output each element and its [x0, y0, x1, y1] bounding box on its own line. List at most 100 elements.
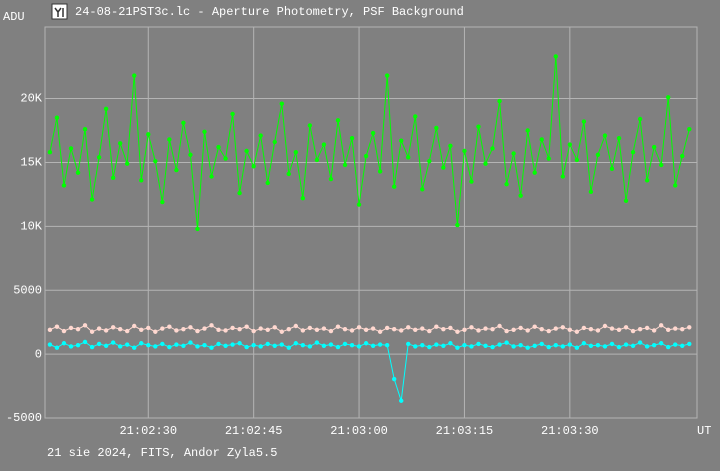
data-point	[181, 120, 186, 126]
data-point	[504, 340, 509, 345]
data-point	[532, 324, 537, 329]
data-point	[687, 325, 692, 330]
data-point	[469, 325, 474, 330]
data-point	[680, 326, 685, 332]
data-point	[455, 345, 460, 350]
data-point	[61, 183, 67, 188]
data-point	[258, 344, 263, 349]
data-point	[188, 325, 193, 330]
data-point	[195, 226, 200, 232]
data-point	[680, 153, 685, 159]
data-point	[96, 341, 102, 347]
data-point	[462, 327, 467, 333]
data-point	[61, 328, 67, 334]
data-point	[616, 135, 622, 141]
data-point	[314, 340, 320, 345]
data-point	[399, 138, 404, 143]
data-point	[160, 341, 165, 347]
data-point	[483, 326, 488, 331]
data-point	[525, 345, 530, 350]
data-point	[673, 342, 678, 347]
data-point	[609, 326, 615, 331]
data-point	[363, 341, 369, 346]
data-point	[244, 148, 249, 154]
data-point	[188, 152, 193, 157]
data-point	[279, 101, 284, 106]
data-point	[497, 342, 502, 347]
data-point	[293, 341, 299, 346]
data-point	[588, 326, 594, 332]
data-point	[567, 342, 573, 347]
data-point	[68, 325, 74, 331]
data-point	[539, 137, 544, 142]
data-point	[553, 342, 558, 348]
data-point	[132, 73, 137, 78]
data-point	[546, 156, 551, 161]
y-tick-label: 0	[35, 347, 42, 361]
data-point	[181, 326, 186, 332]
data-point	[518, 193, 523, 198]
data-point	[82, 127, 88, 132]
data-point	[595, 328, 601, 333]
data-point	[230, 342, 235, 347]
data-point	[139, 341, 144, 346]
data-point	[103, 328, 109, 333]
data-point	[420, 187, 425, 192]
data-point	[47, 150, 53, 155]
data-point	[595, 152, 601, 157]
data-point	[630, 150, 636, 155]
data-point	[370, 130, 376, 136]
data-point	[525, 328, 530, 333]
data-point	[117, 344, 123, 349]
x-tick-label: 21:02:45	[225, 424, 283, 438]
data-point	[490, 326, 495, 332]
data-point	[420, 326, 425, 331]
data-point	[581, 119, 587, 124]
data-point	[139, 327, 144, 333]
data-point	[532, 170, 537, 175]
data-point	[462, 342, 467, 348]
data-point	[356, 344, 362, 349]
data-point	[125, 342, 130, 347]
data-point	[146, 132, 151, 137]
data-point	[160, 326, 165, 331]
data-point	[188, 340, 193, 345]
x-tick-label: 21:03:30	[541, 424, 599, 438]
data-point	[89, 197, 95, 202]
data-point	[581, 325, 587, 331]
data-point	[687, 127, 692, 132]
data-point	[567, 327, 573, 333]
data-point	[209, 345, 214, 350]
data-point	[363, 153, 369, 159]
data-point	[223, 156, 228, 161]
data-point	[391, 326, 397, 332]
data-point	[497, 98, 502, 104]
data-point	[230, 111, 235, 117]
data-point	[434, 125, 439, 131]
data-point	[637, 340, 643, 345]
data-point	[413, 114, 418, 119]
data-point	[307, 123, 313, 128]
data-point	[658, 162, 664, 168]
data-point	[300, 196, 306, 201]
data-point	[637, 326, 643, 332]
data-point	[202, 129, 207, 134]
data-point	[68, 146, 74, 151]
data-point	[420, 342, 425, 348]
data-point	[272, 325, 277, 330]
data-point	[244, 344, 249, 350]
data-point	[406, 341, 411, 347]
data-point	[644, 325, 650, 331]
data-point	[490, 146, 495, 151]
data-point	[623, 325, 629, 330]
data-point	[377, 329, 383, 334]
data-point	[384, 342, 390, 348]
data-point	[174, 167, 179, 173]
data-point	[195, 328, 200, 334]
data-point	[293, 150, 299, 155]
data-point	[146, 342, 151, 348]
data-point	[216, 341, 221, 347]
data-point	[673, 326, 678, 331]
data-point	[300, 342, 306, 348]
data-point	[110, 340, 116, 345]
